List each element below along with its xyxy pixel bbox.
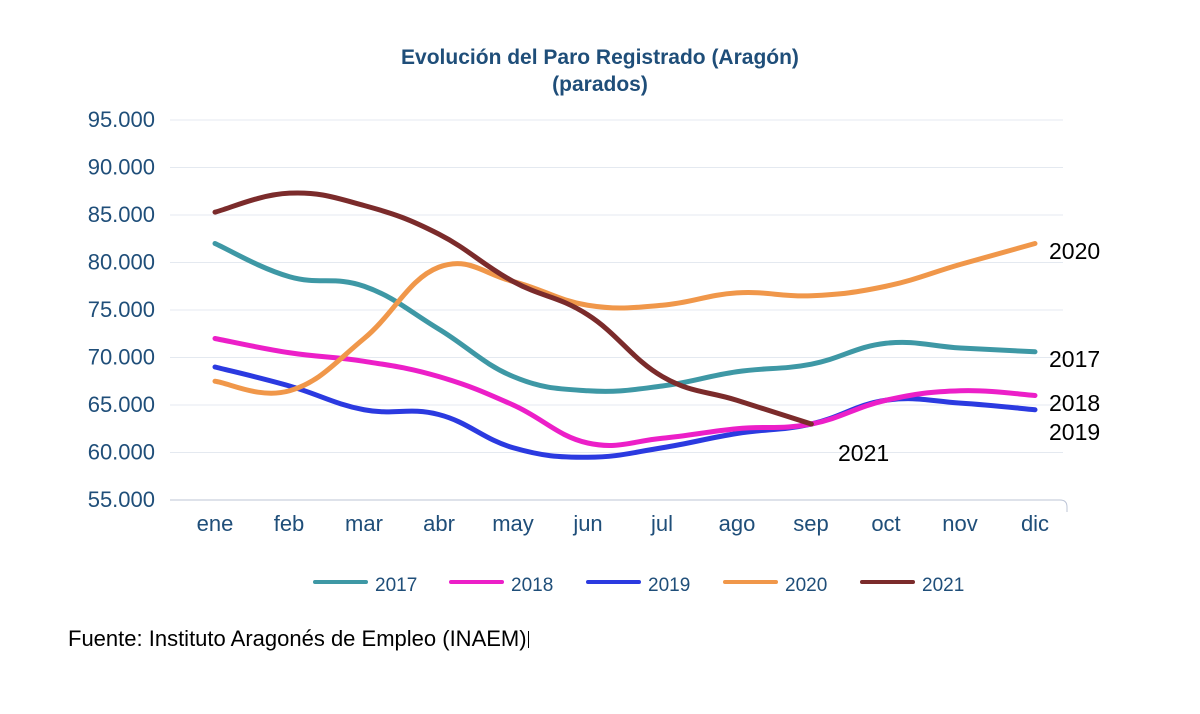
svg-text:2018: 2018 xyxy=(511,575,553,596)
svg-text:2020: 2020 xyxy=(785,575,827,596)
svg-text:2018: 2018 xyxy=(1049,390,1100,416)
svg-text:75.000: 75.000 xyxy=(88,297,155,322)
svg-text:2017: 2017 xyxy=(375,575,417,596)
svg-text:feb: feb xyxy=(274,511,305,536)
svg-text:oct: oct xyxy=(871,511,900,536)
svg-text:60.000: 60.000 xyxy=(88,440,155,465)
svg-text:may: may xyxy=(492,511,534,536)
svg-text:2020: 2020 xyxy=(1049,238,1100,264)
svg-text:ene: ene xyxy=(197,511,234,536)
svg-text:2019: 2019 xyxy=(1049,419,1100,445)
svg-text:55.000: 55.000 xyxy=(88,487,155,512)
svg-text:90.000: 90.000 xyxy=(88,155,155,180)
svg-text:abr: abr xyxy=(423,511,455,536)
svg-text:2017: 2017 xyxy=(1049,346,1100,372)
svg-text:95.000: 95.000 xyxy=(88,107,155,132)
svg-text:nov: nov xyxy=(942,511,977,536)
svg-text:sep: sep xyxy=(793,511,828,536)
svg-text:85.000: 85.000 xyxy=(88,202,155,227)
svg-text:2021: 2021 xyxy=(838,440,889,466)
svg-text:mar: mar xyxy=(345,511,383,536)
svg-text:ago: ago xyxy=(719,511,756,536)
svg-text:2019: 2019 xyxy=(648,575,690,596)
svg-text:jul: jul xyxy=(650,511,673,536)
svg-text:2021: 2021 xyxy=(922,575,964,596)
svg-text:dic: dic xyxy=(1021,511,1049,536)
svg-text:80.000: 80.000 xyxy=(88,250,155,275)
svg-text:70.000: 70.000 xyxy=(88,345,155,370)
svg-text:jun: jun xyxy=(572,511,602,536)
svg-text:65.000: 65.000 xyxy=(88,392,155,417)
